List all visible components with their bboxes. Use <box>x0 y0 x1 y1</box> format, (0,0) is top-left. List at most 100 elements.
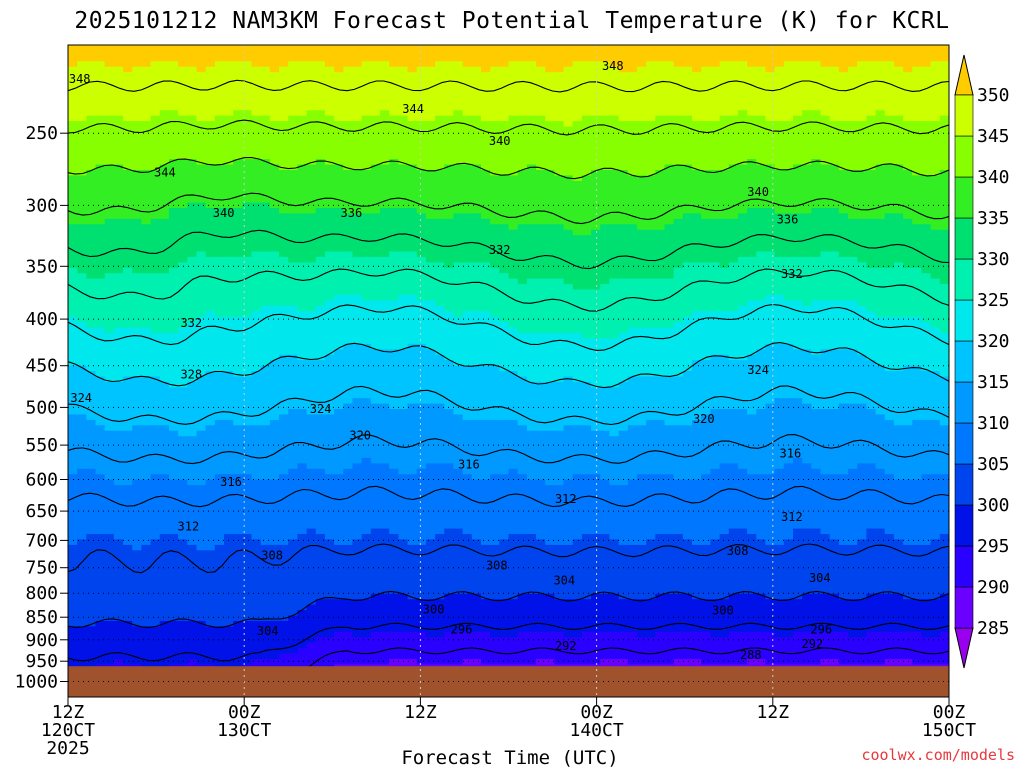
color-cell <box>196 343 207 350</box>
color-cell <box>279 555 289 562</box>
color-cell <box>269 371 280 378</box>
color-cell <box>435 387 445 394</box>
color-cell <box>242 447 253 454</box>
color-cell <box>260 224 271 231</box>
color-cell <box>435 572 445 579</box>
color-cell <box>260 322 271 329</box>
color-cell <box>205 403 216 410</box>
color-cell <box>269 93 280 100</box>
color-cell <box>297 430 308 437</box>
color-cell <box>398 142 409 149</box>
color-cell <box>444 202 455 209</box>
color-cell <box>389 180 399 187</box>
color-cell <box>214 256 225 263</box>
color-cell <box>380 88 390 95</box>
color-cell <box>132 392 143 399</box>
color-cell <box>306 403 317 410</box>
color-cell <box>150 479 161 486</box>
color-cell <box>214 164 225 171</box>
color-cell <box>352 604 363 611</box>
color-cell <box>178 463 188 470</box>
color-cell <box>269 186 280 193</box>
color-cell <box>150 131 161 138</box>
color-cell <box>407 327 418 334</box>
color-cell <box>68 169 78 176</box>
color-cell <box>242 142 253 149</box>
color-cell <box>68 577 78 584</box>
color-cell <box>168 419 179 426</box>
color-cell <box>361 153 372 160</box>
color-cell <box>279 495 289 502</box>
color-cell <box>425 550 436 557</box>
color-cell <box>324 104 335 111</box>
color-cell <box>370 343 381 350</box>
color-cell <box>86 77 97 84</box>
color-cell <box>425 338 436 345</box>
color-cell <box>187 642 198 649</box>
color-cell <box>214 327 225 334</box>
color-cell <box>251 251 262 258</box>
color-cell <box>95 66 106 73</box>
color-cell <box>324 300 335 307</box>
color-cell <box>159 436 170 443</box>
color-cell <box>407 153 418 160</box>
color-cell <box>324 506 335 513</box>
color-cell <box>104 349 115 356</box>
color-cell <box>407 506 418 513</box>
color-cell <box>398 99 409 106</box>
color-cell <box>242 495 253 502</box>
color-cell <box>425 45 436 52</box>
color-cell <box>168 452 179 459</box>
color-cell <box>242 490 253 497</box>
color-cell <box>86 278 97 285</box>
color-cell <box>168 278 179 285</box>
color-cell <box>214 599 225 606</box>
color-cell <box>95 485 106 492</box>
color-cell <box>416 588 427 595</box>
color-cell <box>224 191 234 198</box>
color-cell <box>224 99 234 106</box>
color-cell <box>123 582 133 589</box>
color-cell <box>288 229 299 236</box>
color-cell <box>104 485 115 492</box>
color-cell <box>104 284 115 291</box>
color-cell <box>196 501 207 508</box>
color-cell <box>159 153 170 160</box>
color-cell <box>159 278 170 285</box>
color-cell <box>159 528 170 535</box>
color-cell <box>398 381 409 388</box>
color-cell <box>260 115 271 122</box>
color-cell <box>407 175 418 182</box>
color-cell <box>104 599 115 606</box>
color-cell <box>168 523 179 530</box>
color-cell <box>361 414 372 421</box>
color-cell <box>398 566 409 573</box>
color-cell <box>132 273 143 280</box>
color-cell <box>205 164 216 171</box>
color-cell <box>297 104 308 111</box>
color-cell <box>196 208 207 215</box>
color-cell <box>370 512 381 519</box>
color-cell <box>178 197 188 204</box>
color-cell <box>86 371 97 378</box>
color-cell <box>168 610 179 617</box>
color-cell <box>159 593 170 600</box>
color-cell <box>132 354 143 361</box>
color-cell <box>389 278 399 285</box>
color-cell <box>205 251 216 258</box>
color-cell <box>288 599 299 606</box>
color-cell <box>123 425 133 432</box>
color-cell <box>141 419 152 426</box>
color-cell <box>251 572 262 579</box>
color-cell <box>334 66 344 73</box>
color-cell <box>361 180 372 187</box>
color-cell <box>352 327 363 334</box>
color-cell <box>233 528 243 535</box>
color-cell <box>224 251 234 258</box>
color-cell <box>95 61 106 68</box>
color-cell <box>187 452 198 459</box>
color-cell <box>425 159 436 166</box>
color-cell <box>141 550 152 557</box>
color-cell <box>178 322 188 329</box>
color-cell <box>187 311 198 318</box>
